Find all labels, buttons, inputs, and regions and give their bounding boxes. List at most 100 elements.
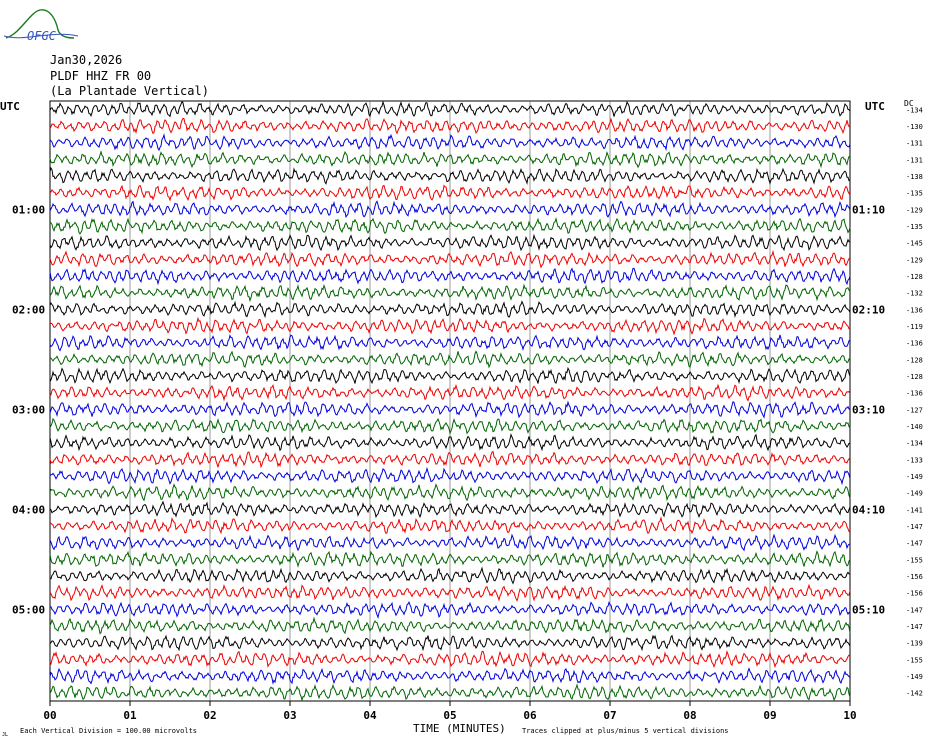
x-tick-label: 00 (43, 709, 56, 722)
dc-offset-label: -142 (906, 690, 923, 698)
trace-8 (49, 233, 851, 252)
dc-offset-label: -128 (906, 273, 923, 281)
dc-offset-label: -132 (906, 290, 923, 298)
x-tick-label: 06 (523, 709, 537, 722)
trace-30 (49, 601, 851, 620)
dc-label: DC (904, 99, 914, 108)
station-label: PLDF HHZ FR 00 (50, 69, 152, 83)
trace-4 (49, 166, 851, 185)
trace-18 (49, 400, 851, 419)
trace-16 (49, 366, 851, 385)
ofgc-logo: OFGC (3, 9, 79, 43)
dc-offset-label: -130 (906, 123, 923, 131)
dc-offset-label: -129 (906, 256, 923, 264)
trace-23 (49, 483, 851, 502)
dc-offset-label: -156 (906, 590, 923, 598)
trace-6 (49, 200, 851, 219)
trace-26 (49, 533, 851, 552)
left-hour-label: 03:00 (12, 403, 45, 416)
dc-offset-label: -149 (906, 490, 923, 498)
logo-text: OFGC (27, 29, 57, 43)
date-label: Jan30,2026 (50, 53, 123, 67)
trace-17 (49, 383, 851, 402)
dc-offset-label: -136 (906, 390, 923, 398)
trace-9 (49, 249, 851, 269)
right-hour-label: 05:10 (852, 603, 885, 616)
trace-10 (49, 267, 851, 286)
trace-13 (49, 316, 851, 336)
dc-offset-label: -119 (906, 323, 923, 331)
dc-offset-label: -136 (906, 340, 923, 348)
x-tick-label: 03 (283, 709, 296, 722)
right-hour-label: 04:10 (852, 503, 885, 516)
trace-27 (49, 550, 851, 568)
footer-left-note: Each Vertical Division = 100.00 microvol… (20, 727, 197, 735)
trace-33 (49, 650, 851, 669)
dc-offset-label: -147 (906, 523, 923, 531)
traces (49, 100, 851, 702)
dc-offset-label: -140 (906, 423, 923, 431)
corner-mark: JL (2, 732, 8, 738)
dc-offset-label: -147 (906, 606, 923, 614)
x-tick-label: 10 (843, 709, 856, 722)
dc-offset-label: -134 (906, 440, 923, 448)
dc-offset-label: -131 (906, 140, 923, 148)
trace-34 (49, 667, 851, 685)
trace-19 (49, 417, 851, 435)
dc-offset-label: -135 (906, 223, 923, 231)
dc-offset-label: -136 (906, 306, 923, 314)
logo-mountain-curve (5, 9, 75, 39)
trace-32 (49, 634, 851, 652)
dc-offset-label: -156 (906, 573, 923, 581)
trace-15 (49, 350, 851, 369)
dc-offset-label: -155 (906, 656, 923, 664)
utc-right-label: UTC (865, 100, 885, 113)
dc-offset-label: -149 (906, 673, 923, 681)
dc-offset-label: -147 (906, 540, 923, 548)
dc-offset-label: -147 (906, 623, 923, 631)
dc-offset-label: -131 (906, 156, 923, 164)
x-tick-label: 04 (363, 709, 377, 722)
dc-offset-label: -128 (906, 356, 923, 364)
right-hour-label: 01:10 (852, 203, 885, 216)
x-tick-label: 07 (603, 709, 616, 722)
dc-offset-label: -134 (906, 106, 923, 114)
trace-11 (49, 283, 851, 303)
right-hour-label: 03:10 (852, 403, 885, 416)
dc-offset-label: -129 (906, 206, 923, 214)
trace-3 (49, 150, 851, 169)
utc-left-label: UTC (0, 100, 20, 113)
dc-offset-label: -139 (906, 640, 923, 648)
x-tick-label: 01 (123, 709, 137, 722)
left-hour-label: 02:00 (12, 303, 45, 316)
x-tick-label: 05 (443, 709, 456, 722)
dc-offset-label: -127 (906, 406, 923, 414)
x-tick-label: 08 (683, 709, 696, 722)
trace-21 (49, 450, 851, 469)
trace-22 (49, 466, 851, 486)
footer-right-note: Traces clipped at plus/minus 5 vertical … (522, 727, 729, 735)
trace-12 (49, 300, 851, 319)
trace-2 (49, 133, 851, 152)
trace-29 (49, 583, 851, 602)
trace-20 (49, 433, 851, 452)
dc-offset-label: -128 (906, 373, 923, 381)
x-tick-label: 09 (763, 709, 776, 722)
x-tick-label: 02 (203, 709, 216, 722)
left-hour-label: 05:00 (12, 603, 45, 616)
dc-offset-label: -155 (906, 556, 923, 564)
dc-offset-label: -133 (906, 456, 923, 464)
labels: -134 -130 -131 -131 -138 -135 -129 -135 -145 -129… (12, 106, 923, 722)
right-hour-label: 02:10 (852, 303, 885, 316)
trace-24 (49, 500, 851, 519)
trace-1 (49, 117, 851, 135)
dc-offset-label: -135 (906, 190, 923, 198)
trace-28 (49, 566, 851, 585)
dc-offset-label: -138 (906, 173, 923, 181)
trace-35 (49, 683, 851, 702)
left-hour-label: 01:00 (12, 203, 45, 216)
logo-swoosh (3, 33, 79, 39)
x-axis-title: TIME (MINUTES) (413, 722, 506, 735)
